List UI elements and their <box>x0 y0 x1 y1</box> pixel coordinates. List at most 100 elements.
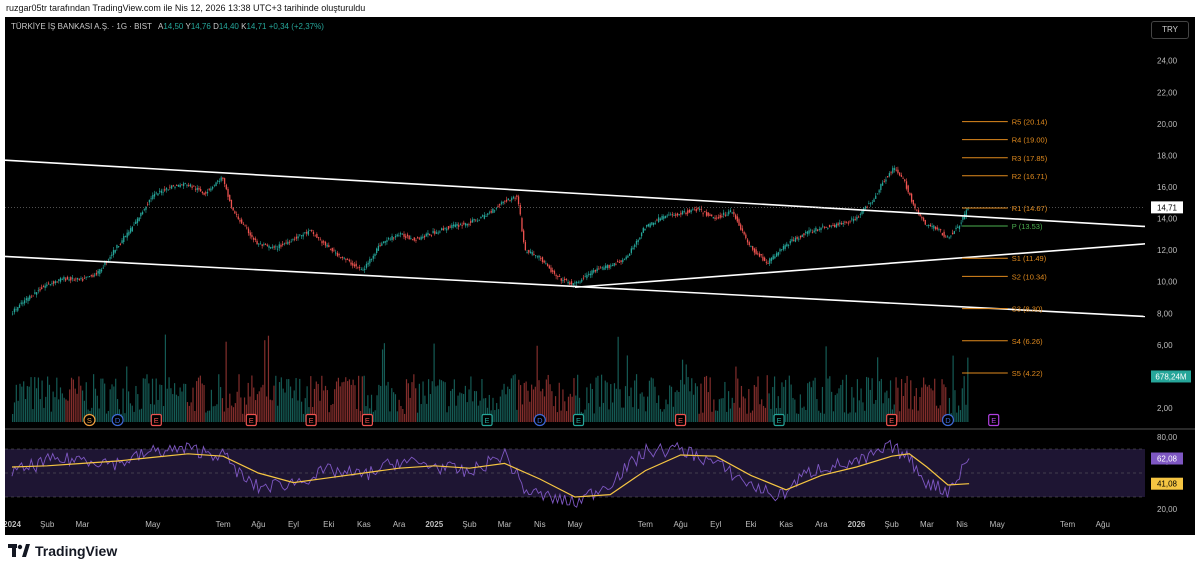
volume-bar <box>499 396 501 422</box>
candle-body <box>840 223 843 225</box>
candle-body <box>892 167 894 173</box>
rsi-ma-value-tag <box>1151 477 1183 490</box>
candle-body <box>208 188 210 190</box>
candle-body <box>941 233 944 236</box>
event-marker[interactable] <box>83 413 96 427</box>
candle-body <box>562 280 564 282</box>
volume-bar <box>641 392 643 422</box>
current-price-tag <box>1151 201 1183 214</box>
candle-body <box>206 191 209 194</box>
volume-bar <box>527 390 529 422</box>
event-marker[interactable] <box>111 413 124 427</box>
candle-body <box>71 277 74 279</box>
candle-body <box>912 199 914 205</box>
volume-bar <box>687 377 689 422</box>
event-marker[interactable] <box>674 413 687 427</box>
volume-bar <box>722 398 724 422</box>
candle-body <box>13 308 16 313</box>
candle-body <box>109 257 111 259</box>
event-marker[interactable] <box>941 413 955 427</box>
volume-bar <box>608 409 610 422</box>
volume-bar <box>350 384 352 422</box>
volume-bar <box>98 408 100 422</box>
event-marker[interactable] <box>988 413 1000 427</box>
time-axis-label: Şub <box>462 520 477 529</box>
candle-body <box>934 226 937 230</box>
candle-body <box>126 232 128 238</box>
candle-body <box>145 206 147 210</box>
volume-bar <box>420 404 422 422</box>
candle-body <box>883 180 885 182</box>
event-marker[interactable] <box>245 413 257 427</box>
event-marker[interactable] <box>572 413 585 427</box>
volume-bar <box>405 379 408 422</box>
volume-bar <box>378 384 380 422</box>
rising-support-line[interactable] <box>574 243 1146 289</box>
volume-bar <box>928 384 930 422</box>
event-marker[interactable] <box>481 413 493 427</box>
candle-body <box>628 253 631 256</box>
volume-bar <box>157 399 159 422</box>
volume-bar <box>597 375 599 422</box>
candle-body <box>217 180 219 182</box>
event-marker[interactable] <box>305 413 317 427</box>
volume-bar <box>299 378 301 422</box>
candle-body <box>227 188 229 197</box>
candle-body <box>851 218 853 220</box>
volume-bar <box>21 386 23 422</box>
candle-body <box>577 282 580 284</box>
event-marker[interactable] <box>773 413 785 427</box>
candle-body <box>885 179 887 182</box>
volume-bar <box>142 378 144 422</box>
volume-bar <box>24 399 27 422</box>
candle-body <box>533 253 535 255</box>
event-marker[interactable] <box>150 413 162 427</box>
event-marker[interactable] <box>886 413 898 427</box>
event-marker-label: E <box>991 416 996 425</box>
volume-bar <box>538 380 540 422</box>
time-axis-label: Şub <box>40 520 55 529</box>
volume-bar <box>847 413 849 422</box>
event-marker-label: E <box>309 416 314 425</box>
volume-bar <box>76 393 78 422</box>
candle-body <box>572 283 574 286</box>
event-marker[interactable] <box>361 413 374 427</box>
price-chart-svg[interactable]: 24,00 22,00 20,00 18,00 16,00 14,00 12,00 10,00… <box>5 17 1195 535</box>
upper-channel-line[interactable] <box>5 159 1146 228</box>
currency-button[interactable]: TRY <box>1151 21 1189 39</box>
pivot-level-label: S5 (4.22) <box>1012 369 1043 378</box>
volume-bar <box>750 412 752 422</box>
candle-body <box>683 210 685 212</box>
candle-body <box>917 210 920 214</box>
volume-bar <box>856 379 859 422</box>
candle-body <box>294 238 296 240</box>
candle-body <box>775 253 778 257</box>
candle-body <box>358 267 361 269</box>
candle-body <box>777 252 779 256</box>
event-marker-label: E <box>678 416 683 425</box>
event-marker[interactable] <box>533 413 546 427</box>
candle-body <box>429 234 431 236</box>
candle-body <box>427 232 429 235</box>
volume-bar <box>78 376 80 422</box>
volume-bar <box>470 376 472 422</box>
chart-frame[interactable]: 24,00 22,00 20,00 18,00 16,00 14,00 12,00 10,00… <box>5 17 1195 535</box>
volume-bar <box>43 407 45 422</box>
volume-bar <box>216 404 218 422</box>
candle-body <box>128 231 130 235</box>
candle-body <box>304 232 306 234</box>
candle-body <box>329 249 332 251</box>
volume-bar <box>416 412 419 422</box>
volume-bar <box>691 378 693 422</box>
volume-bar <box>477 405 479 422</box>
volume-bar <box>921 387 923 422</box>
candle-body <box>410 238 412 239</box>
candle-body <box>312 232 315 234</box>
volume-bar <box>282 388 284 422</box>
candle-body <box>234 211 236 214</box>
volume-bar <box>70 377 73 422</box>
candle-body <box>849 221 851 223</box>
event-marker-label: S <box>87 416 92 425</box>
candle-body <box>552 270 554 272</box>
volume-bar <box>689 391 691 422</box>
